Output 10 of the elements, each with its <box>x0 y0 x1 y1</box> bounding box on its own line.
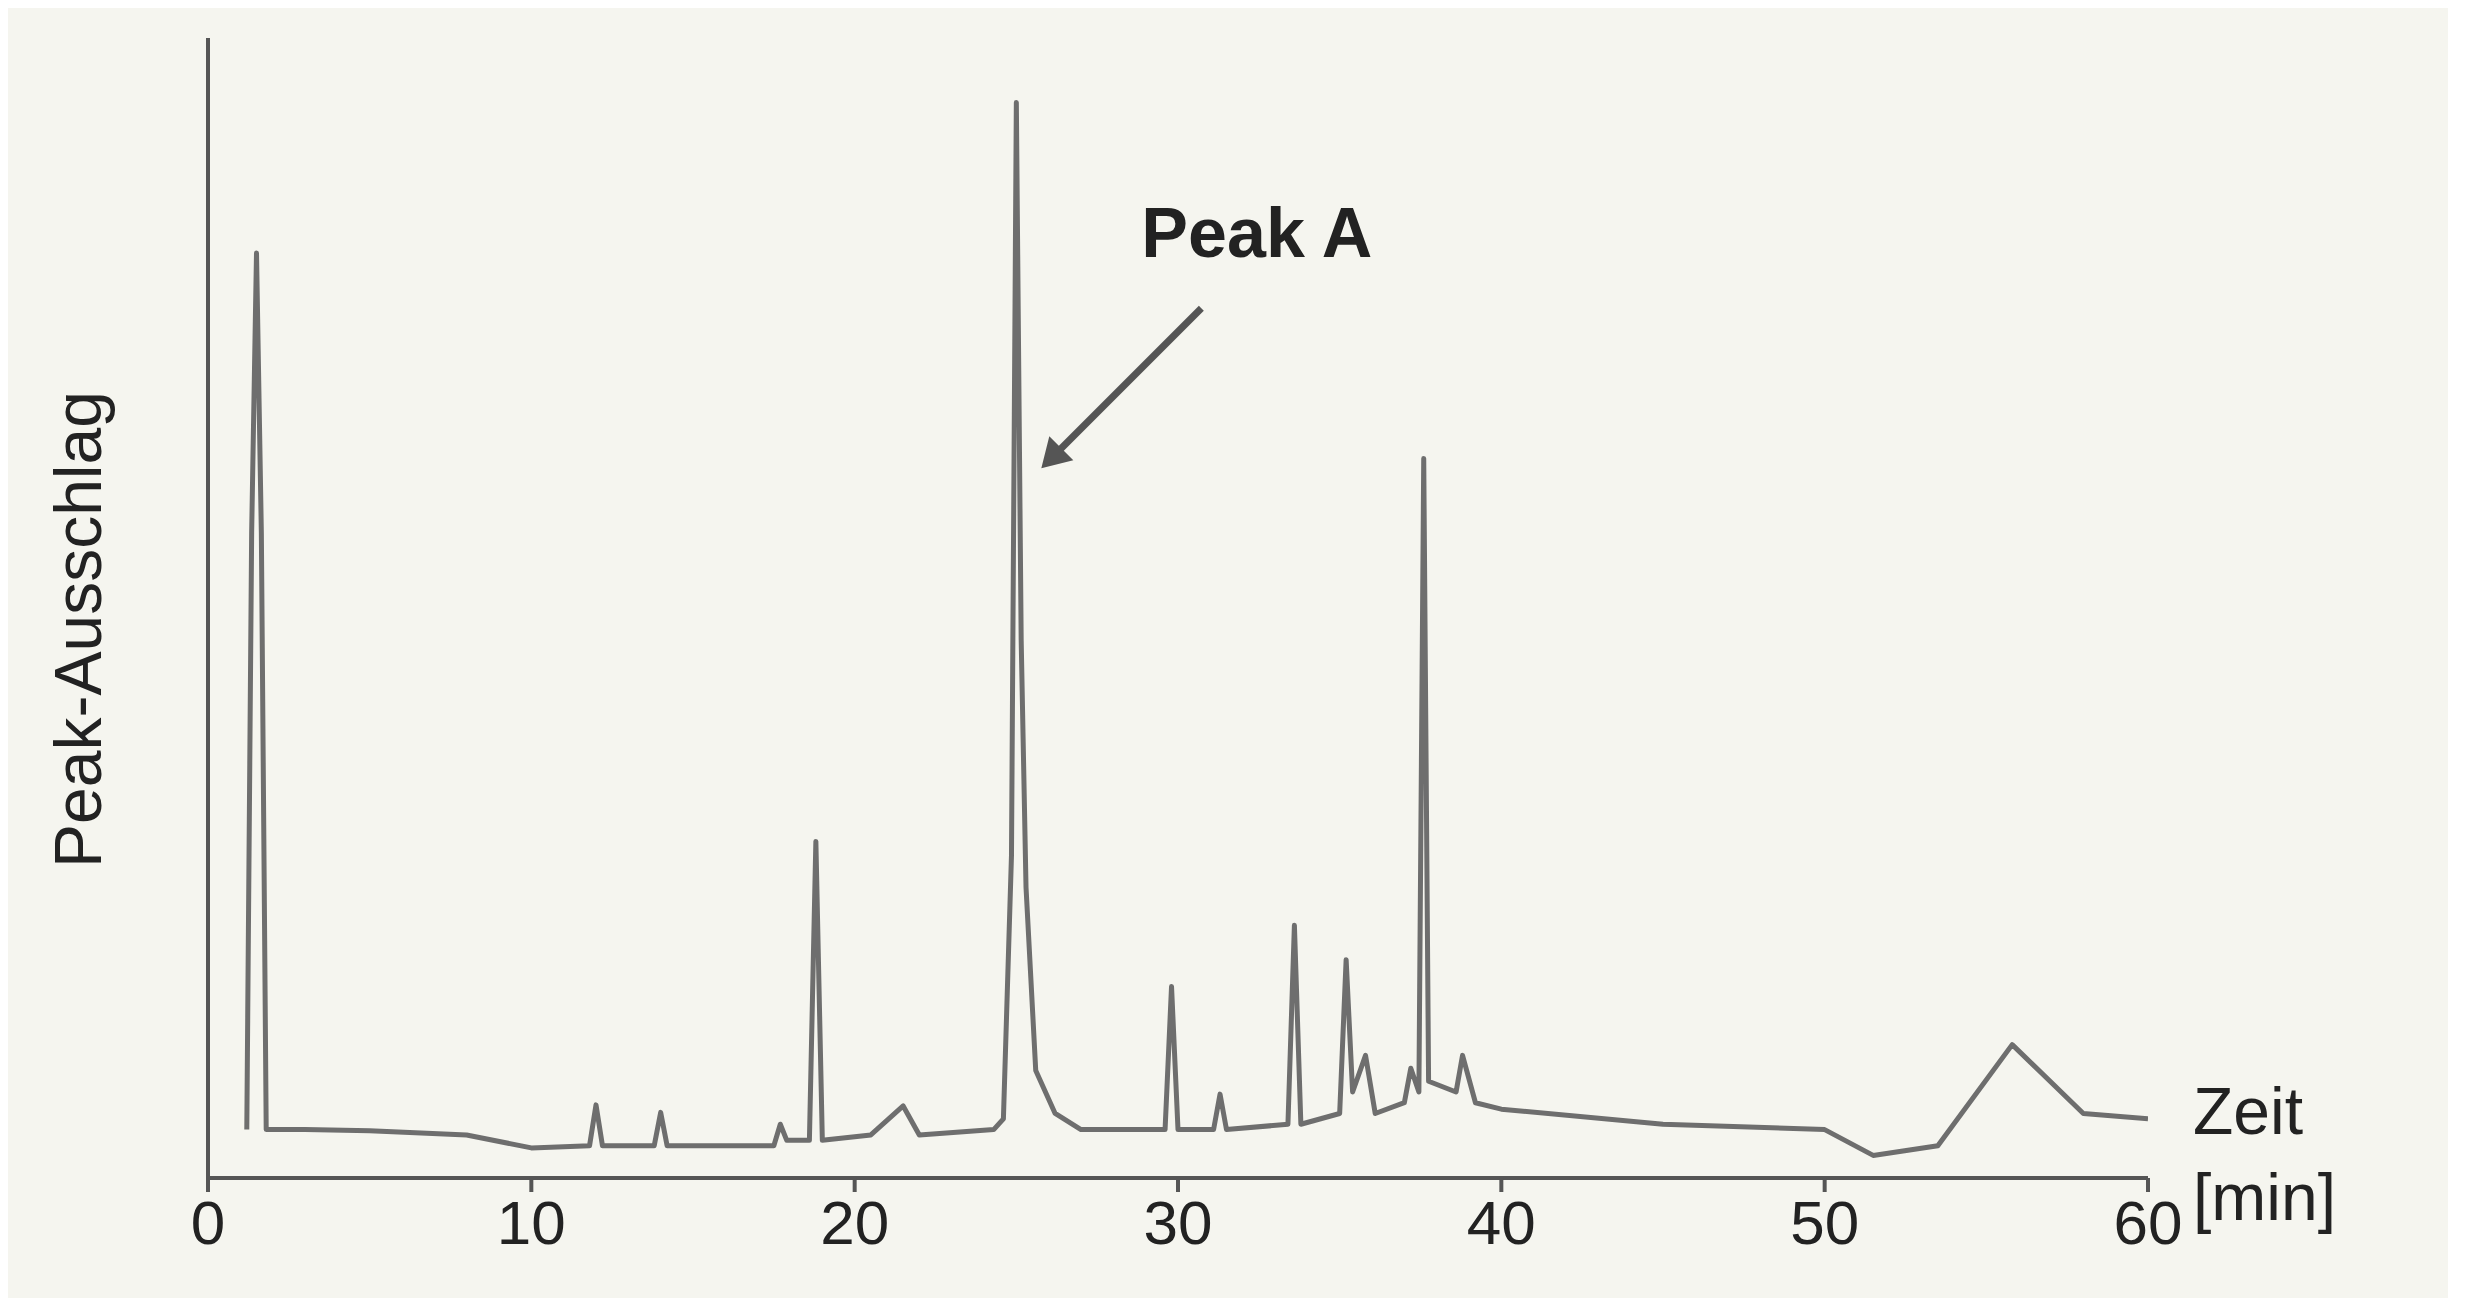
y-axis-title: Peak-Ausschlag <box>41 391 116 868</box>
x-tick-label: 0 <box>190 1188 226 1258</box>
x-axis-title: Zeit [min] <box>2193 1073 2338 1236</box>
x-tick-label: 30 <box>1143 1188 1213 1258</box>
x-tick-label: 20 <box>820 1188 890 1258</box>
x-tick-label: 60 <box>2113 1188 2183 1258</box>
annotation: Peak A <box>1141 193 1373 274</box>
x-tick-label: 50 <box>1790 1188 1860 1258</box>
x-tick-label: 10 <box>496 1188 566 1258</box>
x-tick-label: 40 <box>1466 1188 1536 1258</box>
